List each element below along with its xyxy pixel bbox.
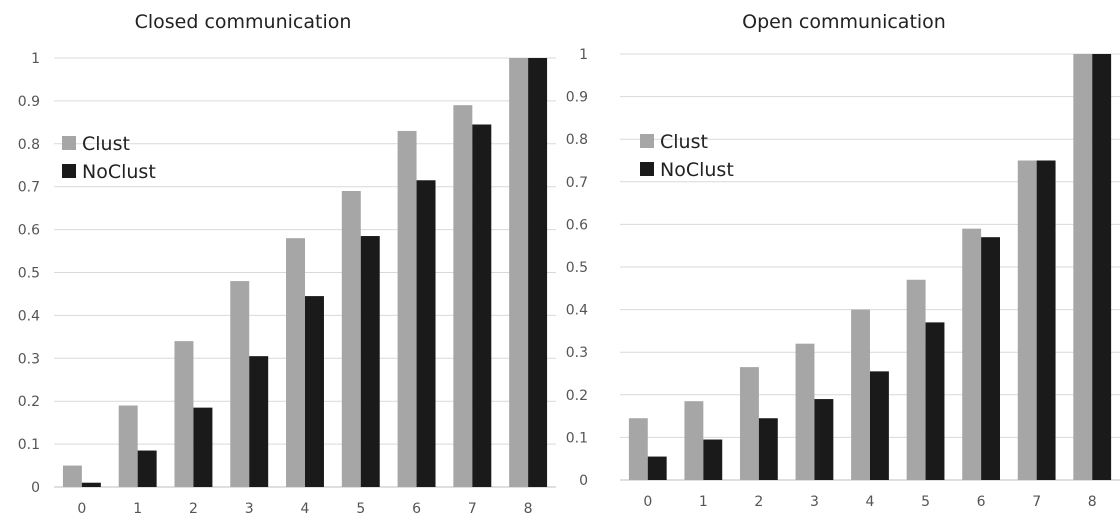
closed-bar-noclust-0 (81, 482, 101, 487)
open-y-tick-label: 0 (579, 473, 588, 489)
closed-bar-noclust-4 (305, 296, 324, 487)
open-bar-clust-8 (1073, 54, 1093, 480)
open-x-tick-label: 7 (1032, 494, 1041, 510)
open-x-tick-label: 0 (643, 494, 652, 510)
closed-bar-clust-3 (230, 281, 250, 487)
open-x-tick-label: 3 (810, 494, 819, 510)
open-y-tick-label: 0.3 (566, 345, 588, 361)
closed-y-tick-label: 0.7 (18, 180, 40, 196)
closed-legend-label-clust: Clust (82, 133, 130, 155)
closed-x-tick-label: 0 (77, 501, 86, 517)
closed-y-tick-label: 0.6 (18, 223, 40, 239)
open-bar-noclust-5 (925, 322, 945, 480)
open-y-tick-label: 0.7 (566, 175, 588, 191)
open-bar-clust-2 (740, 367, 759, 480)
closed-x-tick-label: 4 (301, 501, 310, 517)
closed-y-tick-label: 0 (31, 480, 40, 496)
open-x-tick-label: 2 (754, 494, 763, 510)
closed-y-tick-label: 0.2 (18, 394, 40, 410)
closed-y-tick-label: 0.1 (18, 437, 40, 453)
open-bar-clust-4 (851, 309, 870, 480)
open-y-tick-label: 0.8 (566, 132, 588, 148)
open-bar-noclust-8 (1092, 54, 1112, 480)
open-bar-clust-5 (906, 279, 926, 480)
closed-bar-clust-1 (118, 405, 138, 487)
open-legend-swatch-clust (640, 134, 654, 148)
open-bar-clust-1 (684, 401, 704, 480)
closed-bar-noclust-3 (249, 356, 269, 487)
open-x-tick-label: 4 (866, 494, 875, 510)
closed-legend-swatch-noclust (62, 164, 76, 178)
open-communication-chart: Open communication 0 0.1 0.2 0.3 0.4 0.5 0.6 0.7… (566, 11, 1120, 510)
closed-bar-clust-7 (453, 105, 473, 487)
open-bar-noclust-0 (647, 456, 667, 480)
closed-bar-clust-4 (286, 238, 305, 487)
open-y-tick-label: 1 (579, 47, 588, 63)
open-bar-noclust-1 (703, 439, 723, 480)
open-x-tick-label: 1 (699, 494, 708, 510)
open-legend-label-noclust: NoClust (660, 159, 734, 181)
closed-bar-noclust-6 (416, 180, 436, 487)
closed-y-tick-label: 0.9 (18, 94, 40, 110)
open-y-tick-label: 0.6 (566, 217, 588, 233)
closed-legend-label-noclust: NoClust (82, 161, 156, 183)
open-x-tick-label: 8 (1088, 494, 1097, 510)
open-y-tick-label: 0.1 (566, 430, 588, 446)
open-bar-noclust-3 (814, 399, 834, 480)
closed-bar-noclust-1 (137, 450, 157, 487)
closed-x-tick-label: 7 (468, 501, 477, 517)
open-y-tick-label: 0.5 (566, 260, 588, 276)
closed-bar-noclust-8 (528, 58, 548, 487)
open-bar-noclust-6 (981, 237, 1000, 480)
closed-legend-swatch-clust (62, 136, 76, 150)
closed-y-tick-label: 0.3 (18, 351, 40, 367)
closed-bar-clust-8 (509, 58, 529, 487)
open-y-tick-label: 0.2 (566, 388, 588, 404)
open-legend-swatch-noclust (640, 162, 654, 176)
closed-bar-noclust-7 (472, 124, 492, 488)
open-legend-label-clust: Clust (660, 131, 708, 153)
open-bar-clust-6 (962, 228, 982, 480)
closed-communication-chart: Closed communication 0 0.1 0.2 0.3 0.4 0.5 0.6 0… (18, 11, 556, 517)
closed-bar-clust-6 (397, 130, 417, 487)
open-bar-clust-0 (628, 418, 648, 480)
closed-x-tick-label: 3 (245, 501, 254, 517)
open-x-tick-label: 6 (977, 494, 986, 510)
open-chart-title: Open communication (742, 11, 946, 33)
closed-y-tick-label: 0.8 (18, 137, 40, 153)
open-x-tick-label: 5 (921, 494, 930, 510)
closed-bar-clust-5 (341, 190, 361, 488)
open-bar-clust-7 (1017, 160, 1037, 480)
closed-y-tick-label: 0.4 (18, 308, 40, 324)
closed-bar-noclust-2 (193, 407, 213, 487)
open-bar-noclust-2 (758, 418, 778, 480)
open-y-tick-label: 0.4 (566, 303, 588, 319)
closed-x-tick-label: 6 (412, 501, 421, 517)
closed-bar-clust-0 (62, 465, 82, 487)
closed-bar-noclust-5 (360, 236, 380, 487)
closed-bar-clust-2 (174, 341, 194, 487)
closed-x-tick-label: 2 (189, 501, 198, 517)
closed-x-tick-label: 1 (133, 501, 142, 517)
closed-x-tick-label: 5 (356, 501, 365, 517)
open-bar-noclust-7 (1036, 160, 1056, 480)
closed-chart-title: Closed communication (135, 11, 352, 33)
open-y-tick-label: 0.9 (566, 90, 588, 106)
open-bar-clust-3 (795, 343, 815, 480)
closed-y-tick-label: 1 (31, 51, 40, 67)
closed-y-tick-label: 0.5 (18, 266, 40, 282)
closed-x-tick-label: 8 (524, 501, 533, 517)
open-bar-noclust-4 (870, 371, 889, 480)
